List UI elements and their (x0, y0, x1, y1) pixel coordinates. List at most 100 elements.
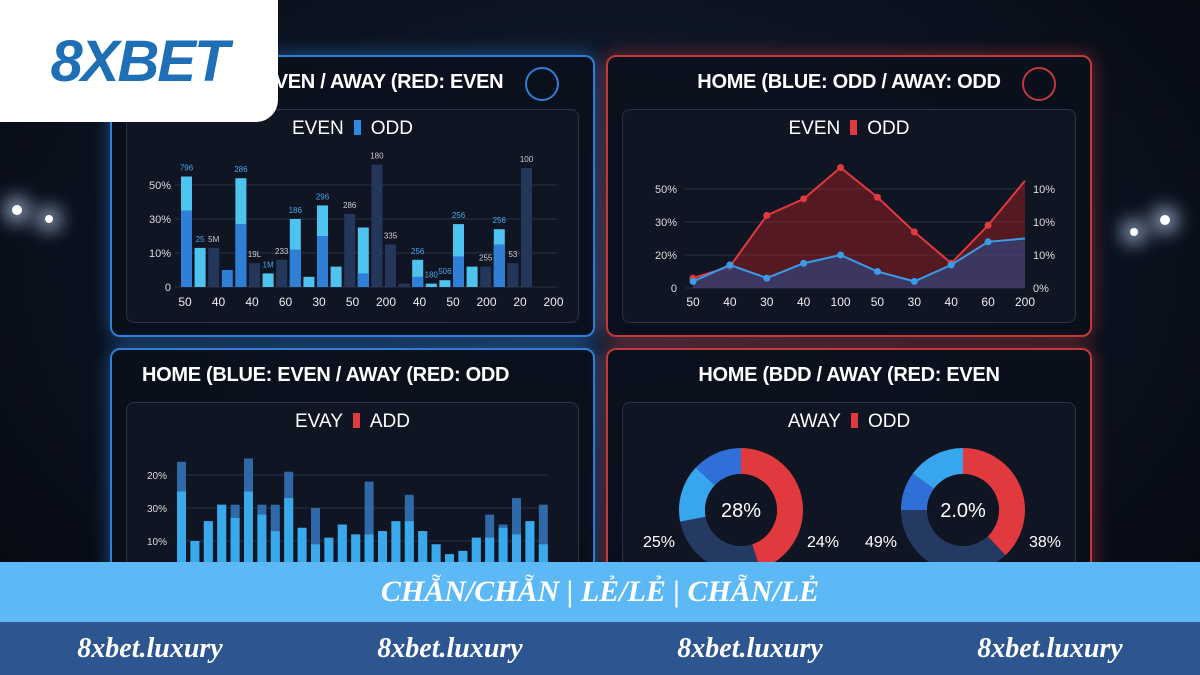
chart-title: EVEN / AWAY (RED: EVEN (261, 71, 504, 93)
bar (398, 283, 410, 287)
donut-hole (927, 474, 999, 546)
bar (262, 273, 274, 287)
chart-area: EVEN ODD 0 20% 30% 50% 0% 10% 10% 10% 50 40 30 40 100… (622, 109, 1076, 323)
bar-data-label: 53 (508, 250, 517, 259)
bar-inner (181, 210, 192, 287)
donut-slice (680, 516, 761, 572)
data-point (947, 261, 955, 269)
series-line (692, 237, 1026, 283)
bar (480, 266, 492, 287)
chart-legend: AWAY ODD (623, 411, 1075, 433)
bar (344, 213, 356, 287)
site-link[interactable]: 8xbet.luxury (377, 632, 523, 664)
donut-left-label: 25% (643, 534, 675, 551)
bar (466, 266, 478, 287)
series-line (692, 166, 1026, 280)
club-crest-icon (525, 67, 559, 101)
line-chart: 0 20% 30% 50% 0% 10% 10% 10% 50 40 30 40 100 50 30 40 60… (655, 164, 1055, 309)
donut-right-label: 38% (1029, 534, 1061, 551)
site-link[interactable]: 8xbet.luxury (77, 632, 223, 664)
x-tick-label: 50 (346, 295, 360, 309)
chart-area: EVEN ODD 0 10% 30% 50% 796 25 5M 286 19L 1M 233 186 2… (126, 109, 579, 323)
bar-light (512, 534, 521, 574)
donut-slice (912, 448, 963, 489)
bar-light (378, 531, 387, 574)
y-tick-label: 30% (149, 214, 171, 226)
data-point (689, 277, 697, 285)
donut-slice (741, 448, 803, 569)
legend-odd: ODD (867, 411, 911, 432)
club-crest-icon (1022, 67, 1056, 101)
x-tick-label: 40 (945, 295, 959, 309)
bar-light (284, 498, 294, 574)
site-link[interactable]: 8xbet.luxury (977, 632, 1123, 664)
donut-slice (901, 473, 934, 510)
donut-slice (679, 467, 715, 522)
series-area (693, 167, 1025, 288)
donut-left-label: 49% (865, 534, 897, 551)
bar-data-label: 186 (289, 206, 303, 215)
x-tick-label: 50 (446, 295, 460, 309)
8xbet-logo[interactable]: 8XBET (0, 0, 278, 122)
bar-light (404, 521, 414, 574)
bar-data-label: 256 (411, 247, 425, 256)
stadium-light (1130, 228, 1138, 236)
data-point (984, 238, 992, 246)
bar-light (364, 534, 374, 574)
bar-light (177, 491, 186, 574)
chart-title: HOME (BDD / AWAY (RED: EVEN (698, 364, 1000, 386)
x-tick-label: 40 (723, 295, 737, 309)
bar-light (485, 537, 495, 574)
data-point (800, 195, 808, 203)
bar-light (525, 521, 535, 574)
y-tick-label: 10% (147, 537, 167, 548)
data-point (726, 261, 734, 269)
x-tick-label: 50 (871, 295, 885, 309)
legend-swatch (850, 413, 858, 428)
bar-data-label: 233 (275, 247, 289, 256)
legend-odd: ODD (867, 118, 910, 139)
legend-away: AWAY (787, 411, 841, 432)
bar-light (217, 504, 227, 574)
x-tick-label: 40 (212, 295, 226, 309)
x-tick-label: 40 (413, 295, 427, 309)
x-tick-label: 20 (513, 295, 527, 309)
bar-data-label: 100 (520, 155, 534, 164)
donut-center-label: 28% (721, 500, 761, 522)
bar-light (244, 491, 253, 574)
donut-hole (705, 474, 777, 546)
data-point (910, 277, 918, 285)
bar-data-label: 5M (208, 235, 219, 244)
site-link[interactable]: 8xbet.luxury (677, 632, 823, 664)
y-right-tick-label: 0% (1033, 283, 1049, 295)
bar-light (324, 537, 334, 574)
bar (507, 263, 519, 287)
bar-light (498, 527, 508, 574)
x-tick-label: 60 (981, 295, 995, 309)
x-tick-label: 30 (760, 295, 774, 309)
data-point (837, 251, 845, 259)
data-point (984, 221, 992, 229)
bar-inner (493, 244, 505, 287)
bar-light (351, 534, 361, 574)
y-tick-label: 30% (147, 504, 167, 515)
bar-light (311, 544, 320, 574)
y-tick-label: 0 (165, 282, 171, 294)
panel-bar-chart-1: EVEN / AWAY (RED: EVEN EVEN ODD 0 10% 30% 50… (110, 55, 595, 337)
bar-light (270, 531, 280, 574)
bar-light (230, 517, 240, 574)
bar (439, 280, 451, 287)
bar-inner (235, 224, 247, 287)
stadium-light (12, 205, 22, 215)
x-tick-label: 200 (1015, 295, 1035, 309)
y-tick-label: 50% (655, 184, 677, 196)
bar (208, 247, 220, 287)
bar-dark (311, 508, 320, 574)
bar-data-label: 796 (180, 164, 194, 173)
bar-dark (538, 504, 548, 574)
data-point (873, 268, 881, 275)
legend-even: EVEN (788, 118, 841, 139)
x-tick-label: 60 (279, 295, 293, 309)
panel-line-chart: HOME (BLUE: ODD / AWAY: ODD EVEN ODD 0 20%… (606, 55, 1092, 337)
bar-data-label: 255 (479, 254, 493, 263)
